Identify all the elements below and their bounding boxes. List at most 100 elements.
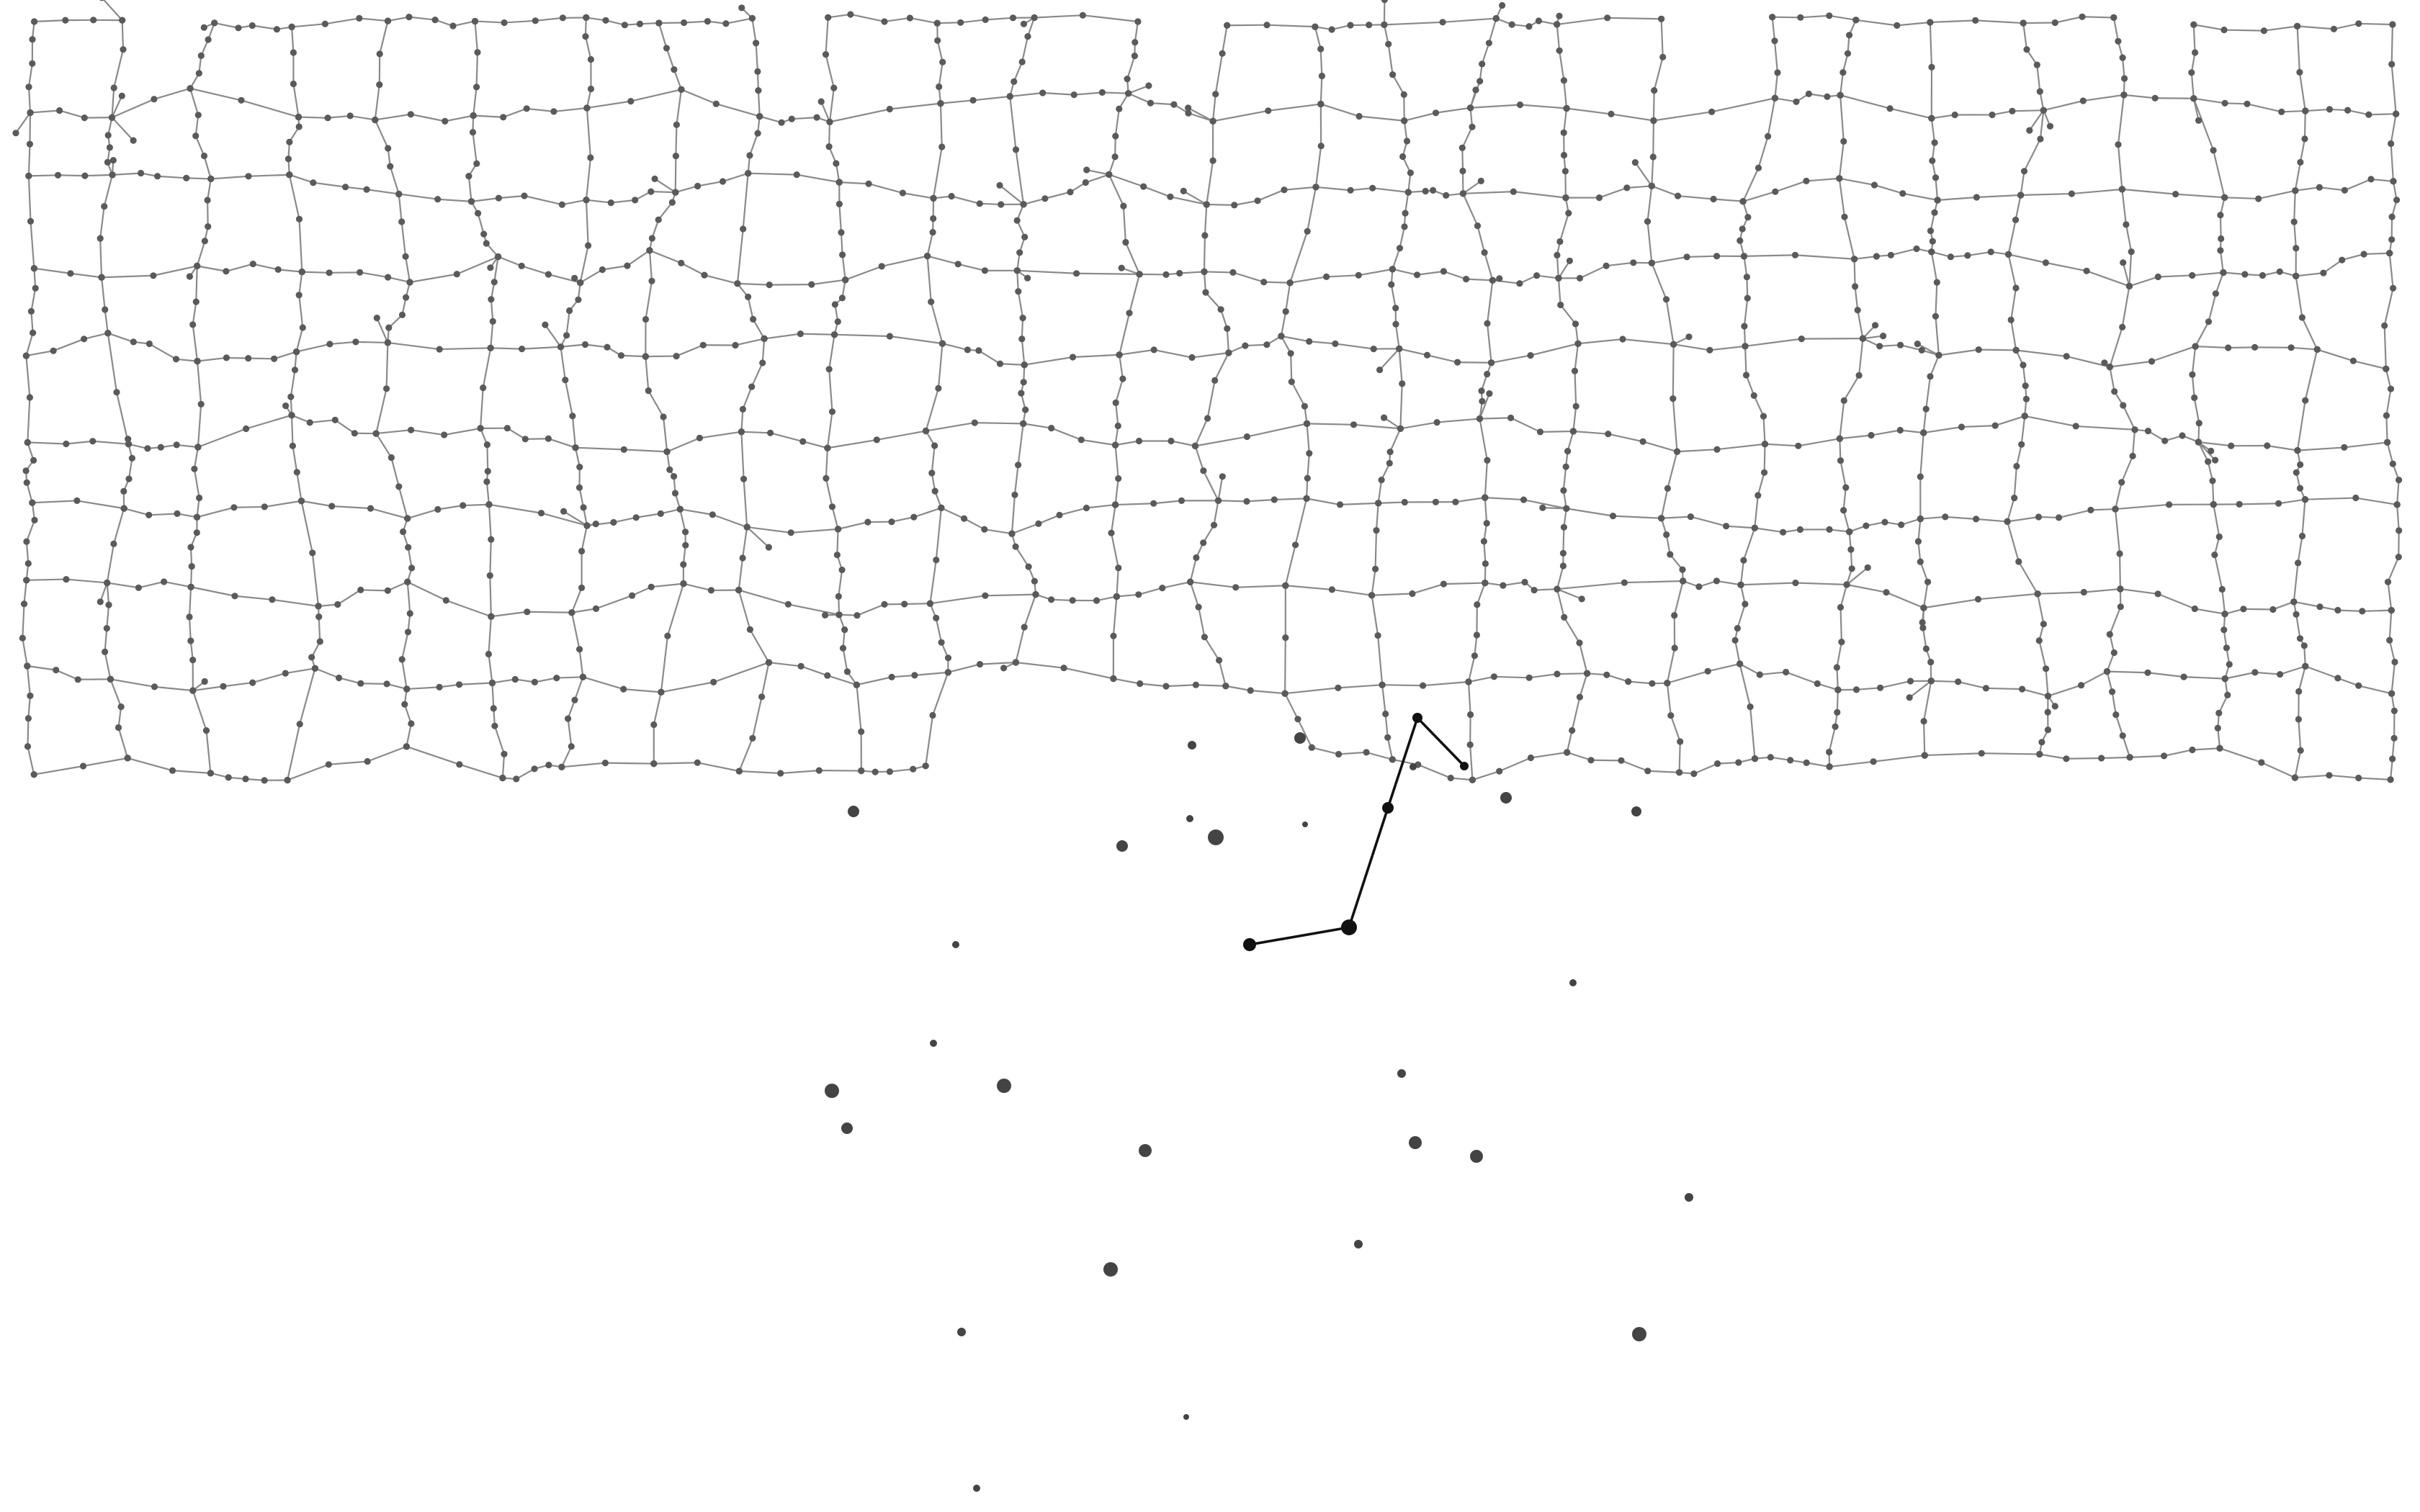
mesh-node (2125, 282, 2133, 289)
mesh-edge (929, 559, 937, 605)
mesh-node (658, 688, 665, 696)
mesh-node (835, 526, 842, 533)
mesh-edge (800, 665, 828, 677)
mesh-node (710, 678, 717, 686)
mesh-edge (324, 17, 360, 25)
mesh-node (672, 189, 679, 196)
mesh-edge (841, 253, 846, 281)
mesh-edge (1285, 282, 1291, 312)
mesh-node (2020, 19, 2027, 27)
mesh-node (1113, 593, 1120, 600)
mesh-edge (1365, 751, 1394, 760)
mesh-node (1485, 40, 1492, 47)
mesh-node (1082, 179, 1089, 186)
mesh-edge (842, 647, 848, 673)
mesh-edge (1119, 348, 1155, 356)
mesh-edge (2121, 57, 2125, 80)
mesh-edge (1739, 582, 1797, 586)
mesh-edge (926, 231, 934, 257)
mesh-edge (1392, 73, 1405, 96)
mesh-node (1840, 138, 1847, 145)
mesh-node (298, 269, 305, 276)
mesh-edge (503, 19, 537, 24)
mesh-node (53, 667, 60, 674)
mesh-edge (1267, 103, 1322, 112)
mesh-edge (193, 468, 200, 499)
mesh-edge (2213, 554, 2223, 590)
mesh-node (295, 123, 302, 130)
mesh-node (1756, 671, 1763, 678)
mesh-node (559, 14, 567, 22)
mesh-node (316, 638, 323, 645)
mesh-edge (1170, 440, 1196, 447)
mesh-edge (176, 444, 200, 449)
mesh-edge (746, 526, 770, 549)
mesh-edge (1805, 177, 1840, 182)
mesh-node (745, 170, 752, 177)
mesh-node (1787, 757, 1794, 764)
mesh-node (797, 662, 805, 670)
mesh-edge (1762, 415, 1766, 445)
mesh-node (1317, 100, 1325, 108)
mesh-node (469, 129, 477, 136)
mesh-node (1473, 631, 1480, 639)
mesh-edge (660, 635, 669, 693)
mesh-node (1920, 604, 1927, 611)
mesh-node (1559, 549, 1567, 557)
mesh-node (1922, 405, 1930, 413)
mesh-edge (790, 528, 839, 534)
isolated-node (1685, 1193, 1693, 1202)
mesh-edge (913, 671, 949, 677)
mesh-edge (27, 745, 35, 775)
mesh-edge (1839, 94, 1891, 109)
mesh-node (25, 84, 32, 91)
mesh-node (2316, 603, 2323, 611)
mesh-edge (375, 432, 393, 459)
mesh-edge (1922, 680, 1932, 722)
mesh-edge (403, 703, 413, 725)
mesh-node (833, 552, 841, 559)
mesh-node (19, 634, 26, 642)
mesh-node (1024, 33, 1031, 40)
mesh-edge (1665, 298, 1675, 346)
mesh-node (2188, 69, 2195, 76)
mesh-edge (1828, 14, 1857, 21)
mesh-edge (626, 249, 651, 267)
mesh-node (1571, 367, 1579, 374)
mesh-edge (1623, 580, 1684, 584)
mesh-edge (856, 684, 862, 733)
mesh-edge (1398, 348, 1428, 356)
mesh-edge (2112, 17, 2119, 42)
mesh-node (642, 315, 650, 323)
mesh-edge (1572, 430, 1609, 435)
mesh-node (2172, 191, 2179, 198)
mesh-node (1112, 441, 1119, 449)
mesh-node (1286, 279, 1294, 287)
mesh-node (694, 182, 702, 190)
mesh-node (650, 721, 658, 729)
mesh-edge (612, 516, 637, 523)
mesh-node (2251, 343, 2259, 351)
mesh-node (273, 26, 280, 33)
mesh-node (1232, 584, 1240, 591)
mesh-node (1560, 77, 1567, 84)
mesh-node (2103, 668, 2111, 675)
isolated-node (1103, 1262, 1118, 1277)
mesh-node (2208, 447, 2215, 455)
mesh-node (910, 513, 918, 521)
mesh-node (81, 172, 89, 179)
mesh-edge (2045, 667, 2049, 697)
mesh-edge (1646, 185, 1653, 222)
mesh-node (1897, 341, 1904, 348)
mesh-edge (2080, 670, 2108, 686)
mesh-edge (109, 678, 122, 708)
mesh-node (1423, 351, 1431, 359)
mesh-edge (286, 723, 301, 781)
mesh-edge (1612, 515, 1662, 519)
mesh-node (1531, 587, 1538, 594)
mesh-edge (1634, 161, 1653, 187)
mesh-node (2033, 61, 2040, 68)
mesh-edge (2263, 25, 2298, 32)
mesh-edge (585, 199, 589, 247)
mesh-edge (1857, 309, 1864, 340)
